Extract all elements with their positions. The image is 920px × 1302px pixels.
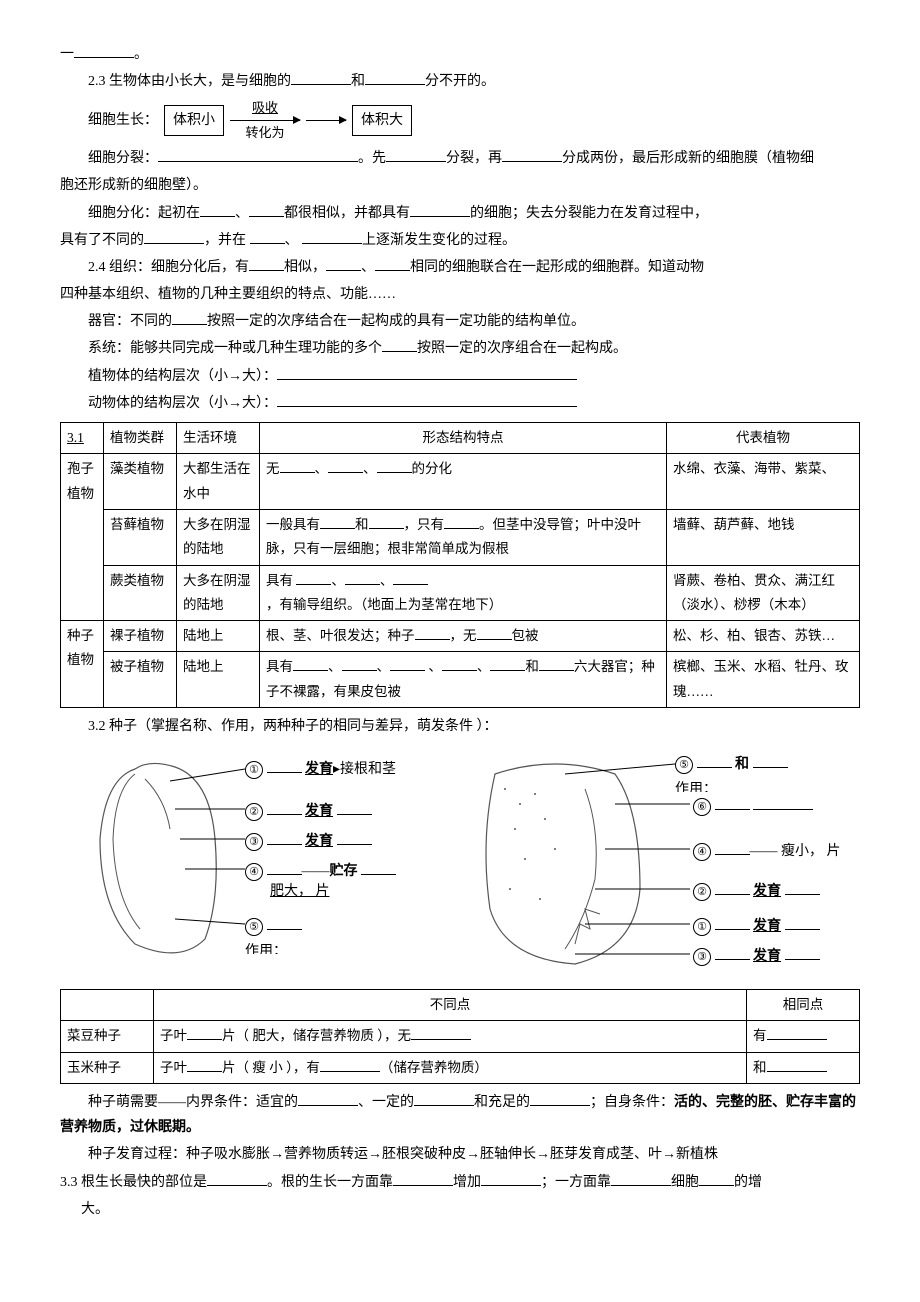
para-split: 细胞分裂：。先分裂，再分成两份，最后形成新的细胞膜（植物细 [60,146,860,171]
para-animal-level: 动物体的结构层次（小→大）： [60,391,860,416]
blank[interactable] [298,1091,358,1106]
para-split-2: 胞还形成新的细胞壁）。 [60,173,860,198]
para-2-4b: 四种基本组织、植物的几种主要组织的特点、功能…… [60,282,860,307]
blank[interactable] [249,256,284,271]
th-rep: 代表植物 [667,423,860,454]
r3-rep: 肾蕨、卷柏、贯众、满江红（淡水）、桫椤（木本） [667,565,860,621]
seed-diagrams: ① 发育▸接根和茎 ② 发育 ③ 发育 ④ ——贮存 肥大， 片 ⑤ 作用： ⑤… [60,749,860,979]
corn-seed-diagram: ⑤ 和 作用： ⑥ ④ —— 瘦小， 片 ② 发育 ① 发育 ③ 发育 [465,749,845,979]
blank[interactable] [699,1171,734,1186]
line-1: 一。 [60,42,860,67]
para-3-2: 3.2 种子（掌握名称、作用，两种种子的相同与差异，萌发条件 ）： [60,714,860,739]
r3-feat: 具有 、、，有输导组织。（地面上为茎常在地下） [260,565,667,621]
r2-env: 大多在阴湿的陆地 [177,509,260,565]
blank[interactable] [410,202,470,217]
seed-compare-table: 不同点 相同点 菜豆种子 子叶片（ 肥大，储存营养物质 ），无 有 玉米种子 子… [60,989,860,1084]
bean-diff: 子叶片（ 肥大，储存营养物质 ），无 [154,1021,747,1052]
r2-rep: 墙藓、葫芦藓、地钱 [667,509,860,565]
para-3-3: 3.3 根生长最快的部位是。根的生长一方面靠增加；一方面靠细胞的增 [60,1170,860,1195]
blank[interactable] [365,70,425,85]
mid-top: 吸收 [252,96,278,119]
blank[interactable] [277,392,577,407]
para-dev: 种子发育过程：种子吸水膨胀→营养物质转运→胚根突破种皮→胚轴伸长→胚芽发育成茎、… [60,1142,860,1167]
blank[interactable] [481,1171,541,1186]
th-group: 植物类群 [104,423,177,454]
plant-classification-table: 3.1 植物类群 生活环境 形态结构特点 代表植物 孢子植物 藻类植物 大都生活… [60,422,860,708]
mid-bottom: 转化为 [245,121,284,144]
blank[interactable] [144,229,204,244]
th-env: 生活环境 [177,423,260,454]
blank[interactable] [502,147,562,162]
blank[interactable] [200,202,235,217]
blank[interactable] [291,70,351,85]
r5-name: 被子植物 [104,652,177,708]
blank[interactable] [414,1091,474,1106]
r1-name: 藻类植物 [104,454,177,510]
seed-group: 种子植物 [61,621,104,708]
r2-name: 苔藓植物 [104,509,177,565]
r1-env: 大都生活在水中 [177,454,260,510]
r1-rep: 水绵、衣藻、海带、紫菜、 [667,454,860,510]
blank[interactable] [611,1171,671,1186]
arrow-icon [230,120,300,121]
para-germination: 种子萌需要——内界条件：适宜的、一定的和充足的；自身条件：活的、完整的胚、贮存丰… [60,1090,860,1140]
th-same: 相同点 [747,990,860,1021]
para-organ: 器官：不同的按照一定的次序结合在一起构成的具有一定功能的结构单位。 [60,309,860,334]
r2-feat: 一般具有和，只有。但茎中没导管；叶中没叶脉，只有一层细胞；根非常简单成为假根 [260,509,667,565]
r4-name: 裸子植物 [104,621,177,652]
blank[interactable] [172,310,207,325]
spore-group: 孢子植物 [61,454,104,621]
para-system: 系统：能够共同完成一种或几种生理功能的多个按照一定的次序组合在一起构成。 [60,336,860,361]
box-big: 体积大 [352,105,412,136]
r3-name: 蕨类植物 [104,565,177,621]
r4-feat: 根、茎、叶很发达；种子，无包被 [260,621,667,652]
th-diff: 不同点 [154,990,747,1021]
para-2-3: 2.3 生物体由小长大，是与细胞的和分不开的。 [60,69,860,94]
same-1: 有 [747,1021,860,1052]
blank[interactable] [250,229,285,244]
blank[interactable] [74,43,134,58]
para-diff-2: 具有了不同的，并在 、 上逐渐发生变化的过程。 [60,228,860,253]
arrow-icon [306,120,346,121]
blank[interactable] [382,337,417,352]
r4-rep: 松、杉、柏、银杏、苏铁… [667,621,860,652]
para-diff: 细胞分化：起初在、都很相似，并都具有的细胞；失去分裂能力在发育过程中， [60,201,860,226]
r5-env: 陆地上 [177,652,260,708]
blank[interactable] [158,147,358,162]
cell-3-1: 3.1 [61,423,104,454]
arrow-label-group: 吸收 转化为 [230,96,300,144]
blank[interactable] [207,1171,267,1186]
blank[interactable] [277,365,577,380]
r1-feat: 无、、的分化 [260,454,667,510]
th-feat: 形态结构特点 [260,423,667,454]
box-small: 体积小 [164,105,224,136]
para-plant-level: 植物体的结构层次（小→大）： [60,364,860,389]
cell-growth-diagram: 细胞生长： 体积小 吸收 转化为 体积大 [88,96,860,144]
r4-env: 陆地上 [177,621,260,652]
r5-rep: 槟榔、玉米、水稻、牡丹、玫瑰…… [667,652,860,708]
r3-env: 大多在阴湿的陆地 [177,565,260,621]
blank[interactable] [393,1171,453,1186]
same-2: 和 [747,1052,860,1083]
blank[interactable] [302,229,362,244]
para-3-3b: 大。 [81,1197,860,1222]
bean-label: 菜豆种子 [61,1021,154,1052]
para-2-4: 2.4 组织：细胞分化后，有相似，、相同的细胞联合在一起形成的细胞群。知道动物 [60,255,860,280]
blank[interactable] [386,147,446,162]
blank[interactable] [375,256,410,271]
corn-label: 玉米种子 [61,1052,154,1083]
blank[interactable] [249,202,284,217]
r5-feat: 具有、、 、、和六大器官；种子不裸露，有果皮包被 [260,652,667,708]
blank[interactable] [326,256,361,271]
growth-label: 细胞生长： [88,108,158,133]
bean-seed-diagram: ① 发育▸接根和茎 ② 发育 ③ 发育 ④ ——贮存 肥大， 片 ⑤ 作用： [75,749,435,969]
blank[interactable] [530,1091,590,1106]
corn-diff: 子叶片（ 瘦 小 ），有（储存营养物质） [154,1052,747,1083]
